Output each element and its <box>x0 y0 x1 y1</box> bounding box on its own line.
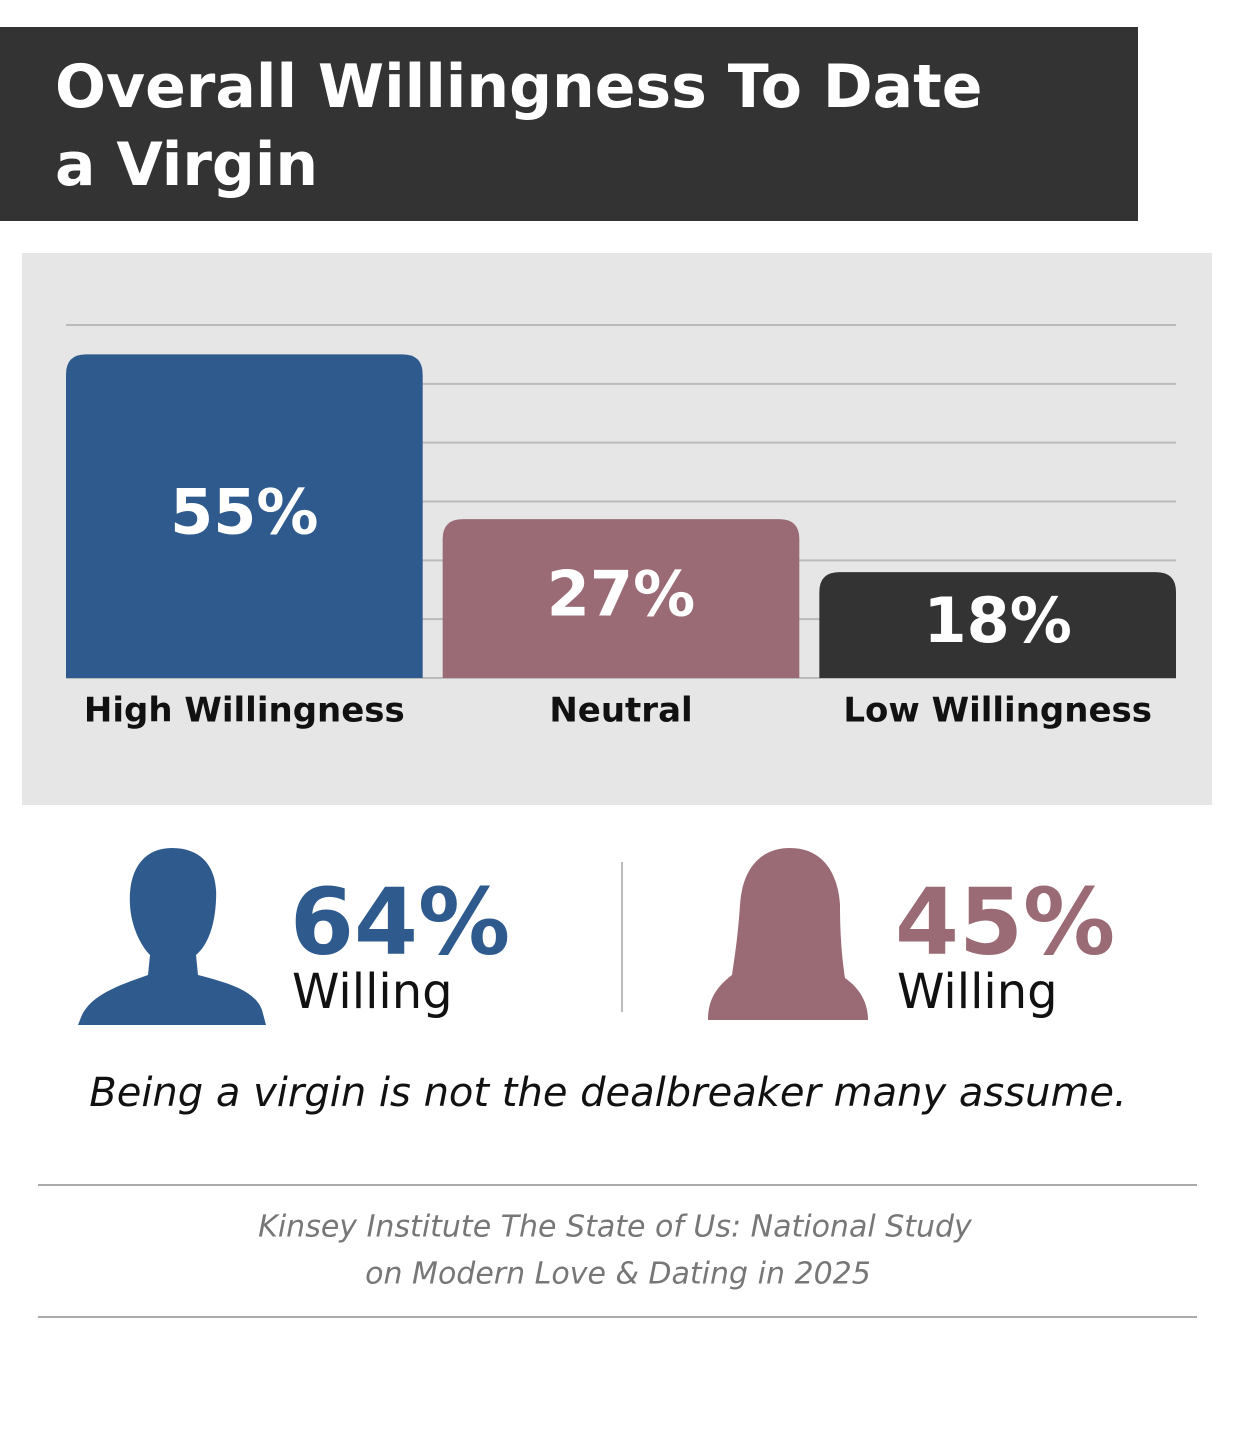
bar <box>66 354 423 678</box>
bar <box>442 519 800 678</box>
stat-value: 45% <box>895 868 1115 975</box>
stat-value: 64% <box>290 868 510 975</box>
value-label: 55% <box>170 475 318 548</box>
male-icon <box>78 848 266 1025</box>
caption: Being a virgin is not the dealbreaker ma… <box>89 1070 1126 1116</box>
source-line: on Modern Love & Dating in 2025 <box>365 1257 871 1292</box>
x-tick-label: High Willingness <box>84 691 405 731</box>
stat-label: Willing <box>292 964 453 1020</box>
value-label: 27% <box>547 558 695 631</box>
title-box <box>0 27 1138 221</box>
title-container: Overall Willingness To Date a Virgin <box>55 52 983 200</box>
source-line: Kinsey Institute The State of Us: Nation… <box>258 1210 973 1245</box>
stat-label: Willing <box>897 964 1058 1020</box>
chart-title: Overall Willingness To Date a Virgin <box>55 52 983 200</box>
bar <box>819 572 1176 678</box>
chart: 55% High Willingness 27% Neutral 18% Low Will… <box>66 324 1176 731</box>
x-tick-label: Low Willingness <box>843 691 1152 731</box>
x-tick-label: Neutral <box>549 691 692 731</box>
female-icon <box>708 848 868 1020</box>
value-label: 18% <box>923 584 1071 657</box>
